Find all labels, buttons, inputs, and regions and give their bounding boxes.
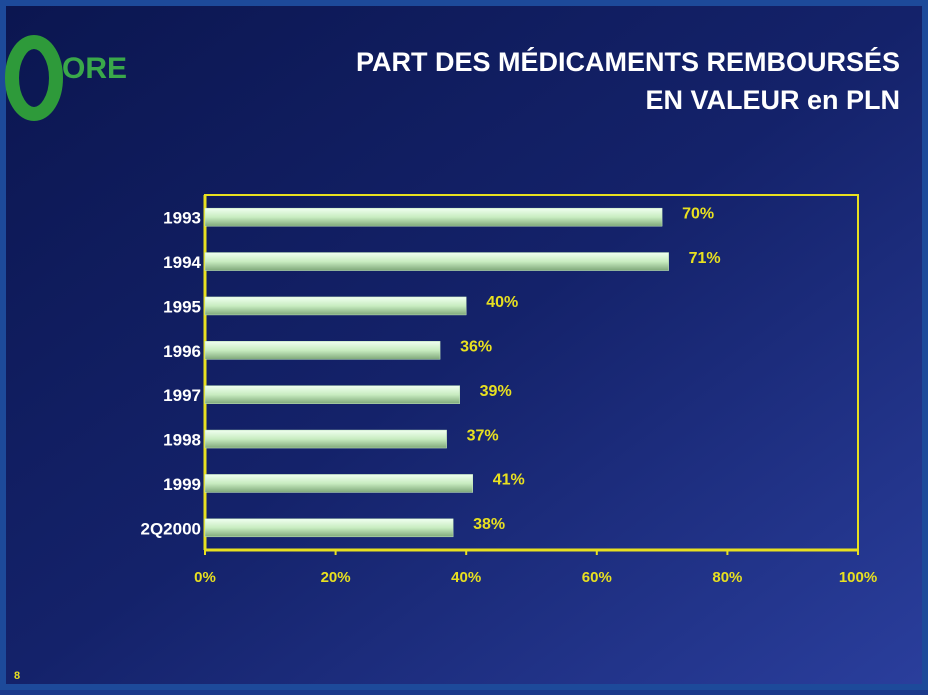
y-tick-label: 1997 — [163, 386, 201, 405]
value-label: 70% — [682, 205, 714, 222]
page-number: 8 — [14, 670, 20, 682]
y-tick-label: 2Q2000 — [141, 519, 202, 538]
bar — [204, 385, 460, 404]
x-tick-label: 80% — [712, 569, 742, 586]
bar — [204, 296, 467, 316]
y-tick-label: 1993 — [163, 209, 201, 228]
value-label: 36% — [460, 339, 492, 356]
y-tick-label: 1999 — [163, 475, 201, 494]
y-tick-label: 1995 — [163, 297, 201, 316]
chart-title: EN VALEUR en PLN — [645, 85, 900, 115]
chart-title: PART DES MÉDICAMENTS REMBOURSÉS — [356, 46, 900, 77]
y-tick-label: 1996 — [163, 342, 201, 361]
bar — [204, 518, 454, 538]
value-label: 38% — [473, 516, 505, 533]
logo: ORE — [62, 52, 127, 85]
background — [6, 6, 922, 684]
x-tick-label: 40% — [451, 569, 481, 586]
bar — [204, 474, 473, 493]
value-label: 39% — [480, 383, 512, 400]
x-tick-label: 20% — [321, 569, 351, 586]
bar — [204, 207, 663, 227]
y-tick-label: 1994 — [163, 253, 201, 272]
value-label: 41% — [493, 472, 525, 489]
value-label: 37% — [467, 427, 499, 444]
bar — [204, 429, 447, 449]
value-label: 71% — [689, 250, 721, 267]
x-tick-label: 100% — [839, 569, 877, 586]
x-tick-label: 0% — [194, 569, 216, 586]
bar — [204, 341, 441, 360]
value-label: 40% — [486, 294, 518, 311]
logo-ring — [5, 35, 63, 121]
bar — [204, 252, 669, 271]
x-tick-label: 60% — [582, 569, 612, 586]
y-tick-label: 1998 — [163, 431, 201, 450]
